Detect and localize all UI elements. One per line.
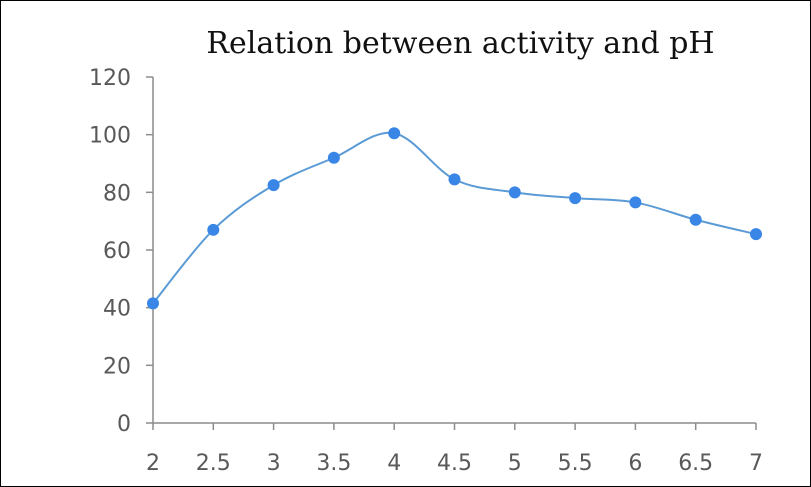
data-point — [569, 192, 582, 205]
y-tick-label: 100 — [89, 124, 131, 149]
y-tick-label: 120 — [89, 66, 131, 91]
x-tick-label: 5 — [508, 451, 522, 476]
x-tick-label: 3.5 — [316, 451, 351, 476]
data-point — [448, 173, 461, 186]
data-point — [689, 213, 702, 226]
x-tick-label: 7 — [749, 451, 763, 476]
data-point — [388, 127, 401, 140]
data-point — [629, 196, 642, 209]
chart-title: Relation between activity and pH — [206, 26, 715, 61]
axes — [152, 77, 756, 424]
x-tick-label: 4.5 — [437, 451, 472, 476]
y-axis-tick-labels: 0 20 40 60 80 100 120 — [89, 66, 153, 437]
x-tick-label: 3 — [267, 451, 281, 476]
x-tick-label: 6.5 — [678, 451, 713, 476]
y-tick-label: 0 — [117, 412, 131, 437]
x-axis-tick-labels: 2 2.5 3 3.5 4 4.5 5 5.5 6 6.5 7 — [146, 423, 763, 476]
y-tick-label: 60 — [103, 239, 131, 264]
y-tick-label: 20 — [103, 354, 131, 379]
x-tick-label: 2.5 — [196, 451, 231, 476]
series-line — [152, 131, 757, 304]
data-point — [750, 228, 762, 241]
x-tick-label: 6 — [628, 451, 642, 476]
data-point — [508, 186, 521, 199]
x-tick-label: 4 — [387, 451, 401, 476]
data-point — [207, 223, 220, 236]
data-point — [327, 151, 340, 164]
data-point — [147, 297, 159, 310]
y-tick-label: 40 — [103, 297, 131, 322]
y-tick-label: 80 — [103, 181, 131, 206]
x-tick-label: 5.5 — [558, 451, 593, 476]
series-group — [147, 127, 762, 310]
x-tick-label: 2 — [146, 451, 160, 476]
data-point — [267, 179, 280, 192]
